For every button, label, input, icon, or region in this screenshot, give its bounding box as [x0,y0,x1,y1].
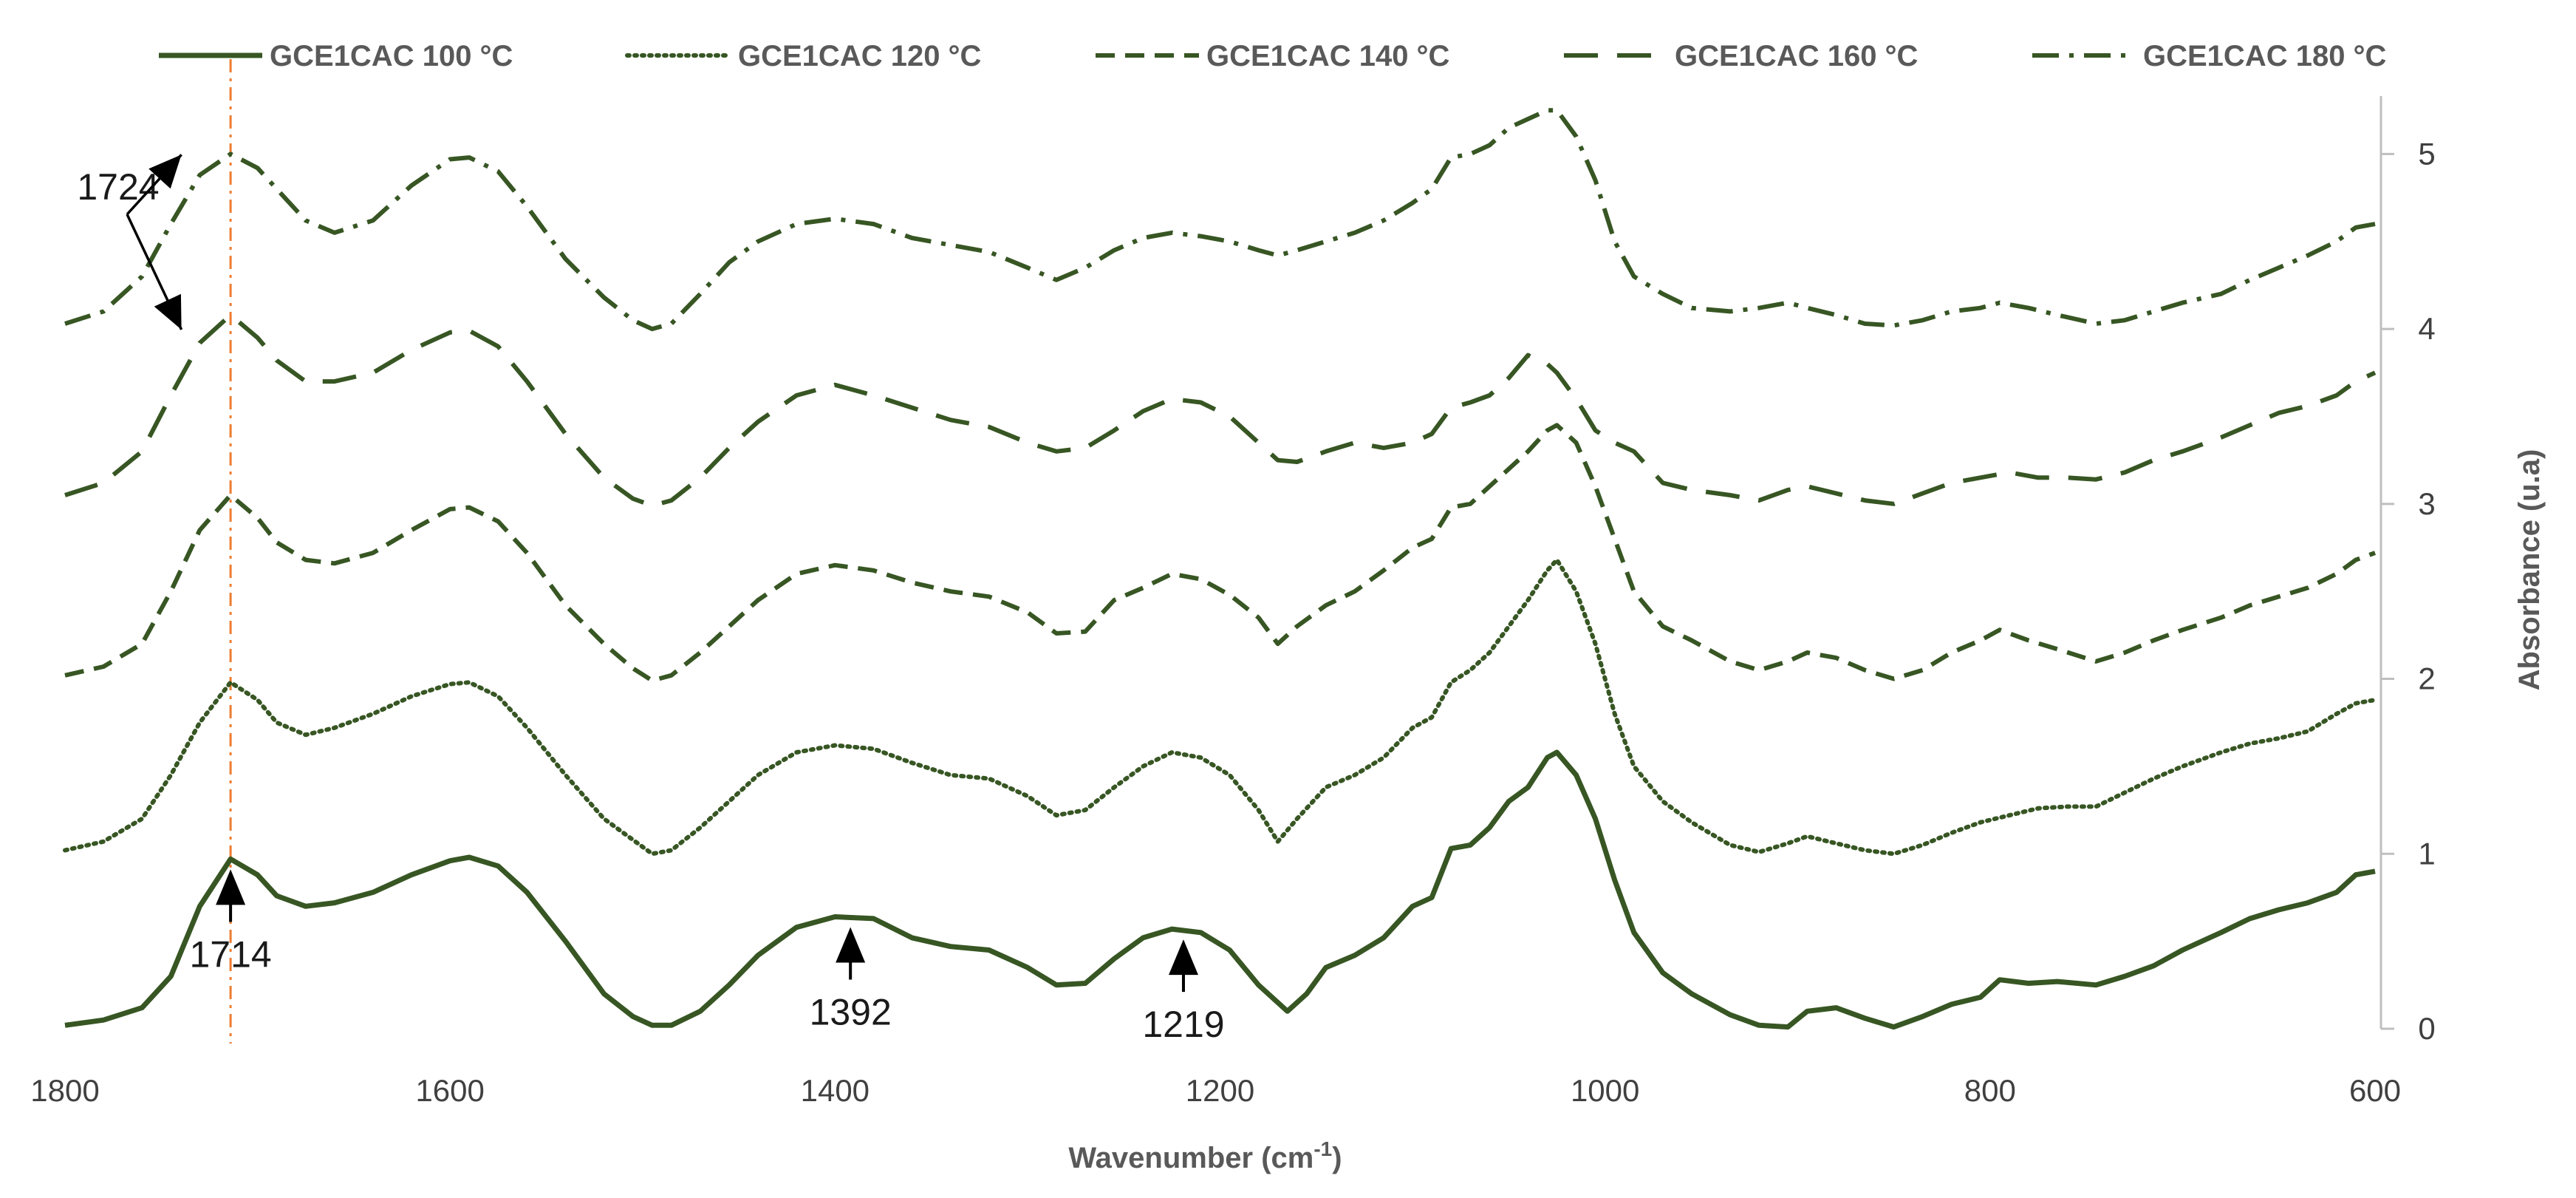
y-axis-title: Absorbance (u.a) [2513,449,2546,691]
annotations: 1714 1392 1219 1724 [77,154,1225,1045]
x-tick-label: 1600 [415,1073,484,1108]
x-axis-title: Wavenumber (cm-1) [1068,1137,1342,1174]
series-line-4 [64,108,2376,332]
plot-area [63,59,2377,1044]
x-axis-title-main: Wavenumber (cm [1068,1142,1313,1174]
axes: 1800 1600 1400 1200 1000 800 600 Wavenumber (cm… [30,96,2546,1174]
y-tick-label: 2 [2418,661,2435,696]
annotation-label-3: 1724 [77,166,159,208]
legend-label-4: GCE1CAC 180 °C [2143,40,2386,72]
annotation-label-1: 1392 [810,991,892,1032]
y-tick-label: 5 [2418,136,2435,171]
legend-label-2: GCE1CAC 140 °C [1206,40,1449,72]
x-tick-label: 1000 [1571,1073,1639,1108]
series-line-3 [64,313,2377,508]
callout-arrowhead-0 [148,154,182,189]
annotation-arrowhead-2 [1168,939,1198,976]
legend-label-0: GCE1CAC 100 °C [270,40,513,72]
legend: GCE1CAC 100 °C GCE1CAC 120 °C GCE1CAC 140 … [159,40,2386,72]
legend-label-1: GCE1CAC 120 °C [738,40,981,72]
y-tick-label: 4 [2418,311,2435,346]
x-axis-title-sup: -1 [1313,1137,1332,1160]
x-axis-title-close: ) [1332,1142,1342,1174]
x-tick-label: 600 [2349,1073,2401,1108]
series-line-2 [64,423,2377,683]
annotation-label-2: 1219 [1142,1004,1224,1045]
annotation-label-0: 1714 [189,933,271,975]
x-tick-label: 1800 [30,1073,99,1108]
series-line-0 [64,749,2376,1030]
y-tick-label: 0 [2418,1011,2435,1046]
legend-label-3: GCE1CAC 160 °C [1675,40,1918,72]
x-tick-label: 1200 [1186,1073,1254,1108]
callout-arrowhead-1 [154,293,182,330]
x-tick-label: 800 [1964,1073,2016,1108]
series-line-1 [63,557,2377,857]
y-tick-label: 1 [2418,836,2435,871]
x-tick-label: 1400 [801,1073,870,1108]
annotation-arrowhead-1 [836,927,866,963]
annotation-arrowhead-0 [216,869,246,905]
y-tick-label: 3 [2418,486,2435,521]
